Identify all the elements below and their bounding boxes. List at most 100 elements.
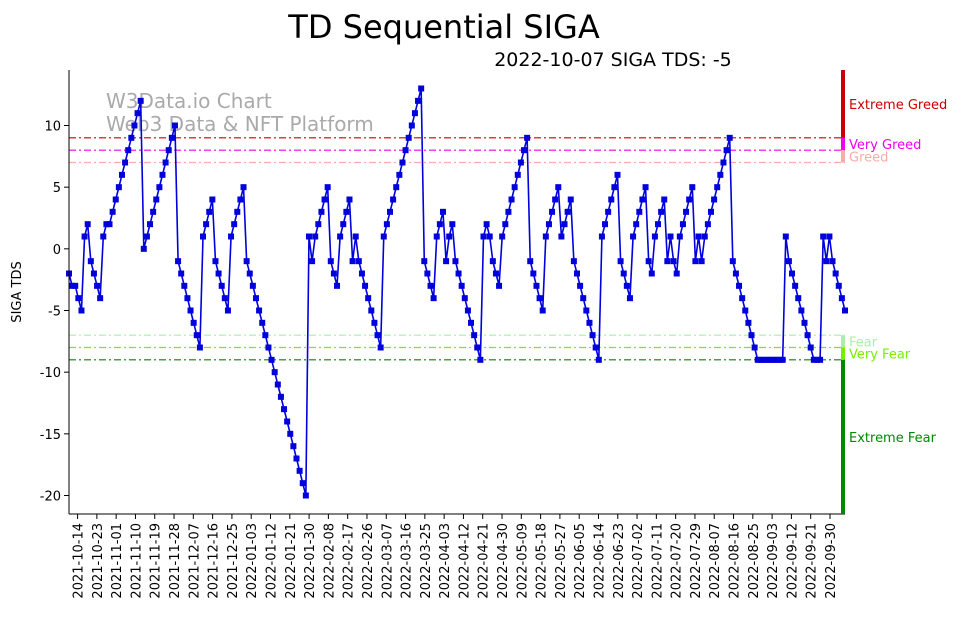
data-point bbox=[125, 147, 132, 154]
data-point bbox=[337, 233, 344, 240]
data-point bbox=[143, 233, 150, 240]
x-tick-label: 2022-03-16 bbox=[400, 523, 415, 599]
data-point bbox=[642, 184, 649, 191]
data-point bbox=[689, 184, 696, 191]
x-tick-label: 2021-10-14 bbox=[72, 523, 87, 599]
data-point bbox=[118, 171, 125, 178]
zone-label-fear: Fear bbox=[849, 335, 878, 350]
data-point bbox=[757, 356, 764, 363]
x-tick-label: 2021-11-01 bbox=[110, 523, 125, 599]
data-point bbox=[667, 233, 674, 240]
data-point bbox=[393, 184, 400, 191]
data-point bbox=[302, 492, 309, 499]
zone-label-very-greed: Very Greed bbox=[849, 138, 921, 153]
data-point bbox=[511, 184, 518, 191]
data-point bbox=[168, 134, 175, 141]
data-point bbox=[608, 196, 615, 203]
data-point bbox=[274, 381, 281, 388]
x-tick-label: 2021-11-28 bbox=[168, 523, 183, 599]
y-tick-label: -5 bbox=[48, 305, 61, 320]
data-point bbox=[751, 344, 758, 351]
data-point bbox=[804, 332, 811, 339]
data-point bbox=[561, 221, 568, 228]
data-point bbox=[355, 258, 362, 265]
data-point bbox=[75, 295, 82, 302]
data-point bbox=[218, 282, 225, 289]
data-point bbox=[508, 196, 515, 203]
ytick-layer: 10 5 0 -5 -10 -15 -20 bbox=[40, 120, 69, 505]
zone-label-very-fear: Very Fear bbox=[849, 348, 911, 363]
data-point bbox=[224, 307, 231, 314]
data-point bbox=[595, 356, 602, 363]
data-point bbox=[838, 295, 845, 302]
data-point bbox=[196, 344, 203, 351]
zone-label-greed: Greed bbox=[849, 150, 888, 165]
data-point bbox=[829, 258, 836, 265]
data-point bbox=[748, 332, 755, 339]
data-point bbox=[343, 208, 350, 215]
data-point bbox=[69, 282, 76, 289]
x-tick-label: 2022-09-30 bbox=[824, 523, 839, 599]
data-point bbox=[555, 184, 562, 191]
data-point bbox=[583, 307, 590, 314]
data-point bbox=[305, 233, 312, 240]
data-point bbox=[492, 270, 499, 277]
x-tick-label: 2022-04-30 bbox=[496, 523, 511, 599]
data-point bbox=[499, 233, 506, 240]
data-point bbox=[630, 233, 637, 240]
data-point bbox=[352, 233, 359, 240]
x-tick-label: 2022-05-09 bbox=[515, 523, 530, 599]
data-point bbox=[792, 282, 799, 289]
data-point bbox=[436, 221, 443, 228]
data-point bbox=[795, 295, 802, 302]
data-point bbox=[764, 356, 771, 363]
data-point bbox=[184, 295, 191, 302]
data-point bbox=[137, 97, 144, 104]
data-point bbox=[767, 356, 774, 363]
data-point bbox=[327, 258, 334, 265]
data-point bbox=[433, 233, 440, 240]
x-tick-label: 2022-04-12 bbox=[457, 523, 472, 599]
data-point bbox=[259, 319, 266, 326]
data-point bbox=[592, 344, 599, 351]
data-point bbox=[835, 282, 842, 289]
data-point bbox=[580, 295, 587, 302]
data-point bbox=[287, 430, 294, 437]
data-point bbox=[807, 344, 814, 351]
data-point bbox=[455, 270, 462, 277]
x-tick-label: 2022-01-03 bbox=[245, 523, 260, 599]
chart-subtitle: 2022-10-07 SIGA TDS: -5 bbox=[494, 49, 732, 71]
data-point bbox=[711, 196, 718, 203]
y-tick-label: 5 bbox=[53, 181, 61, 196]
x-tick-label: 2022-06-14 bbox=[592, 523, 607, 599]
data-point bbox=[729, 258, 736, 265]
data-point bbox=[474, 344, 481, 351]
data-point bbox=[732, 270, 739, 277]
data-point bbox=[636, 208, 643, 215]
data-point bbox=[430, 295, 437, 302]
data-point bbox=[639, 196, 646, 203]
data-point bbox=[564, 208, 571, 215]
data-point bbox=[586, 319, 593, 326]
data-point bbox=[645, 258, 652, 265]
data-point bbox=[358, 270, 365, 277]
x-tick-label: 2021-10-23 bbox=[91, 523, 106, 599]
x-tick-label: 2022-03-25 bbox=[419, 523, 434, 599]
x-tick-label: 2022-05-18 bbox=[535, 523, 550, 599]
data-point bbox=[399, 159, 406, 166]
data-point bbox=[549, 208, 556, 215]
x-tick-label: 2022-07-29 bbox=[689, 523, 704, 599]
data-point bbox=[228, 233, 235, 240]
series-layer bbox=[66, 85, 848, 499]
x-tick-label: 2022-02-08 bbox=[322, 523, 337, 599]
x-tick-label: 2022-04-03 bbox=[438, 523, 453, 599]
data-point bbox=[726, 134, 733, 141]
data-point bbox=[181, 282, 188, 289]
x-tick-label: 2022-02-17 bbox=[342, 523, 357, 599]
data-point bbox=[471, 332, 478, 339]
data-point bbox=[90, 270, 97, 277]
data-point bbox=[779, 356, 786, 363]
data-point bbox=[502, 221, 509, 228]
data-point bbox=[536, 295, 543, 302]
data-point bbox=[446, 233, 453, 240]
